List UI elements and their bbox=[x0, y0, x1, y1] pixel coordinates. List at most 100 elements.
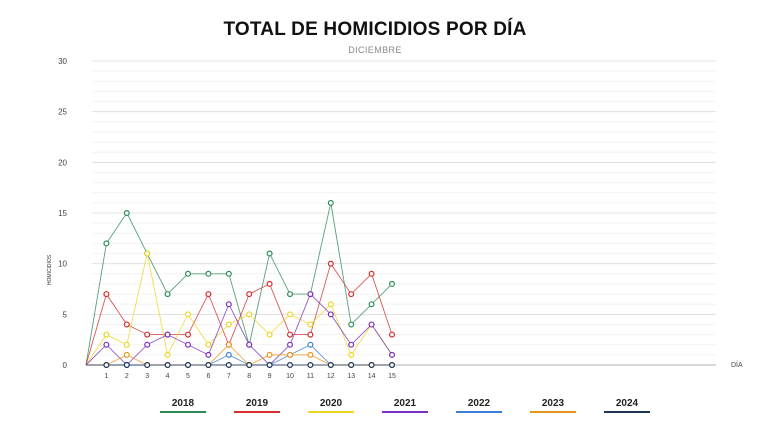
data-point[interactable] bbox=[185, 270, 192, 277]
y-tick-label: 15 bbox=[58, 209, 67, 218]
x-axis-label: DÍA bbox=[731, 360, 743, 369]
data-point[interactable] bbox=[225, 362, 232, 369]
legend-swatch bbox=[604, 411, 650, 413]
y-tick-label: 0 bbox=[63, 361, 68, 370]
data-point[interactable] bbox=[266, 331, 273, 338]
data-point[interactable] bbox=[185, 331, 192, 338]
data-point[interactable] bbox=[103, 240, 110, 247]
data-point[interactable] bbox=[164, 362, 171, 369]
data-point[interactable] bbox=[225, 341, 232, 348]
data-point[interactable] bbox=[144, 331, 151, 338]
data-point[interactable] bbox=[287, 291, 294, 298]
data-point[interactable] bbox=[185, 341, 192, 348]
data-point[interactable] bbox=[307, 362, 314, 369]
data-point[interactable] bbox=[307, 331, 314, 338]
data-point[interactable] bbox=[368, 362, 375, 369]
data-point[interactable] bbox=[123, 362, 130, 369]
data-point[interactable] bbox=[389, 331, 396, 338]
data-point[interactable] bbox=[103, 291, 110, 298]
x-tick-label: 1 bbox=[104, 373, 108, 380]
legend-item-2023[interactable]: 2023 bbox=[530, 398, 576, 413]
data-point[interactable] bbox=[389, 362, 396, 369]
data-point[interactable] bbox=[185, 362, 192, 369]
data-point[interactable] bbox=[266, 351, 273, 358]
legend-item-2021[interactable]: 2021 bbox=[382, 398, 428, 413]
data-point[interactable] bbox=[205, 362, 212, 369]
data-point[interactable] bbox=[205, 270, 212, 277]
data-point[interactable] bbox=[327, 362, 334, 369]
data-point[interactable] bbox=[368, 270, 375, 277]
data-point[interactable] bbox=[307, 351, 314, 358]
data-point[interactable] bbox=[348, 291, 355, 298]
data-point[interactable] bbox=[185, 311, 192, 318]
data-point[interactable] bbox=[348, 362, 355, 369]
data-point[interactable] bbox=[327, 301, 334, 308]
data-point[interactable] bbox=[144, 341, 151, 348]
data-point[interactable] bbox=[266, 362, 273, 369]
legend-swatch bbox=[308, 411, 354, 413]
data-point[interactable] bbox=[246, 362, 253, 369]
x-tick-label: 9 bbox=[268, 373, 272, 380]
legend-label: 2024 bbox=[615, 398, 639, 409]
data-point[interactable] bbox=[246, 311, 253, 318]
data-point[interactable] bbox=[103, 341, 110, 348]
data-point[interactable] bbox=[348, 351, 355, 358]
legend-item-2019[interactable]: 2019 bbox=[234, 398, 280, 413]
legend-item-2018[interactable]: 2018 bbox=[160, 398, 206, 413]
data-point[interactable] bbox=[287, 331, 294, 338]
data-point[interactable] bbox=[103, 331, 110, 338]
y-tick-label: 10 bbox=[58, 260, 67, 269]
data-point[interactable] bbox=[327, 260, 334, 267]
data-point[interactable] bbox=[327, 199, 334, 206]
data-point[interactable] bbox=[123, 210, 130, 217]
data-point[interactable] bbox=[144, 362, 151, 369]
legend-label: 2021 bbox=[393, 398, 417, 409]
data-point[interactable] bbox=[266, 250, 273, 257]
x-tick-label: 7 bbox=[227, 373, 231, 380]
data-point[interactable] bbox=[246, 291, 253, 298]
x-tick-label: 2 bbox=[125, 373, 129, 380]
data-point[interactable] bbox=[307, 321, 314, 328]
data-point[interactable] bbox=[307, 341, 314, 348]
data-point[interactable] bbox=[389, 351, 396, 358]
data-point[interactable] bbox=[225, 351, 232, 358]
legend: 2018 2019 2020 2021 2022 2023 2024 bbox=[150, 398, 670, 418]
data-point[interactable] bbox=[225, 270, 232, 277]
data-point[interactable] bbox=[307, 291, 314, 298]
data-point[interactable] bbox=[164, 291, 171, 298]
data-point[interactable] bbox=[368, 301, 375, 308]
legend-item-2020[interactable]: 2020 bbox=[308, 398, 354, 413]
data-point[interactable] bbox=[205, 291, 212, 298]
data-point[interactable] bbox=[287, 341, 294, 348]
x-tick-label: 15 bbox=[388, 373, 396, 380]
data-point[interactable] bbox=[225, 301, 232, 308]
data-point[interactable] bbox=[205, 341, 212, 348]
x-tick-label: 5 bbox=[186, 373, 190, 380]
data-point[interactable] bbox=[287, 362, 294, 369]
x-tick-label: 6 bbox=[206, 373, 210, 380]
data-point[interactable] bbox=[225, 321, 232, 328]
data-point[interactable] bbox=[368, 321, 375, 328]
y-tick-label: 5 bbox=[63, 310, 68, 319]
data-point[interactable] bbox=[287, 351, 294, 358]
data-point[interactable] bbox=[327, 311, 334, 318]
data-point[interactable] bbox=[164, 351, 171, 358]
data-point[interactable] bbox=[123, 341, 130, 348]
data-point[interactable] bbox=[123, 321, 130, 328]
data-point[interactable] bbox=[246, 341, 253, 348]
legend-item-2022[interactable]: 2022 bbox=[456, 398, 502, 413]
legend-swatch bbox=[456, 411, 502, 413]
data-point[interactable] bbox=[389, 280, 396, 287]
data-point[interactable] bbox=[287, 311, 294, 318]
data-point[interactable] bbox=[348, 321, 355, 328]
data-point[interactable] bbox=[266, 280, 273, 287]
legend-item-2024[interactable]: 2024 bbox=[604, 398, 650, 413]
data-point[interactable] bbox=[348, 341, 355, 348]
data-point[interactable] bbox=[164, 331, 171, 338]
data-point[interactable] bbox=[205, 351, 212, 358]
legend-label: 2022 bbox=[467, 398, 491, 409]
data-point[interactable] bbox=[123, 351, 130, 358]
data-point[interactable] bbox=[144, 250, 151, 257]
data-point[interactable] bbox=[103, 362, 110, 369]
